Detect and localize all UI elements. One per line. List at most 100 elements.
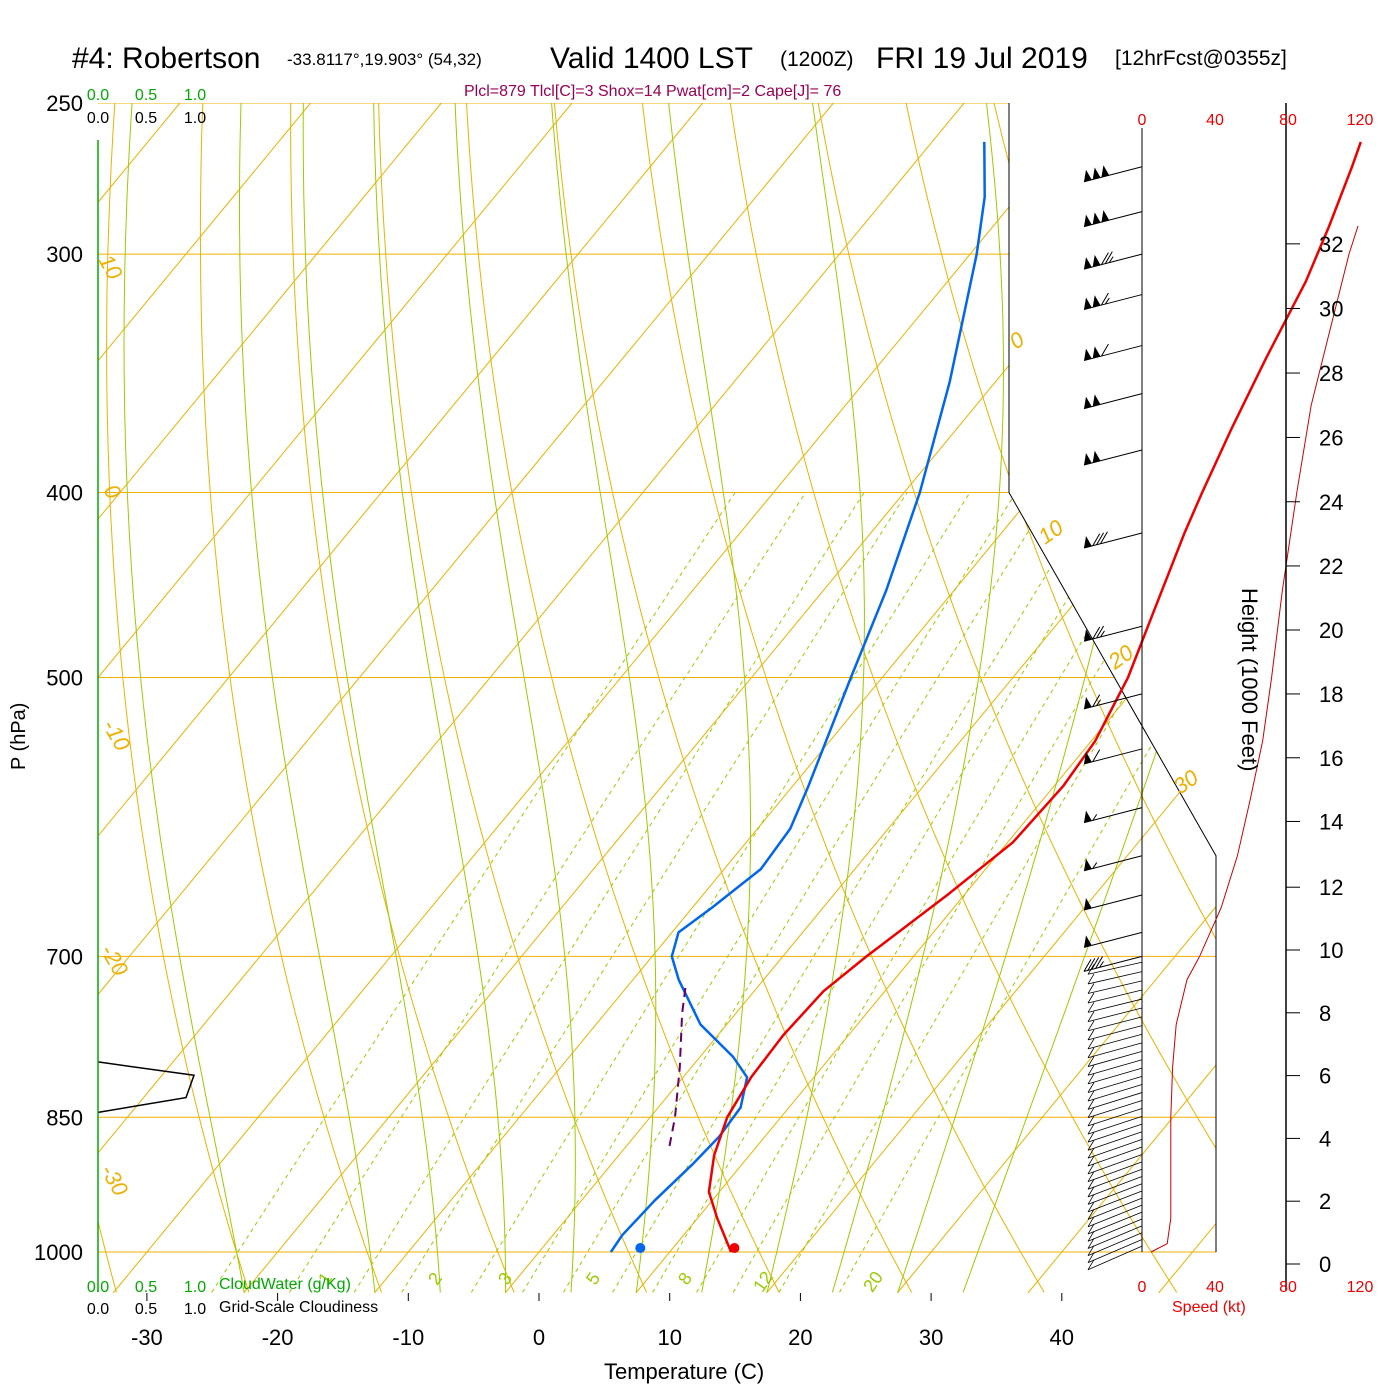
wind-barb-feather [1087,1171,1095,1182]
mixing-ratio-label: 2 [424,1269,446,1289]
moist-adiabat-line [962,571,1216,1293]
wind-barb [1083,931,1143,948]
wind-barb-feather [1087,1194,1095,1205]
cloudwater-tick-bottom: 1.0 [184,1279,206,1296]
wind-barb-flag [1084,696,1092,709]
cloudwater-tick-bottom: 0.0 [87,1279,109,1296]
cloudwater-tick-bottom: 0.5 [135,1279,157,1296]
dry-adiabat-label: -20 [96,940,134,981]
moist-adiabat-line [123,103,245,1293]
wind-barb-feather [1104,297,1110,305]
wind-barb-feather [1087,1231,1095,1242]
wind-barb-feather [1087,1238,1095,1249]
dry-adiabat-line [729,103,1178,1293]
wind-barb [1083,625,1143,642]
temp-tick-label: 40 [1050,1325,1074,1350]
wind-barb-feather [1087,964,1095,975]
dry-adiabat-line [905,103,1216,941]
pressure-tick-label: 700 [46,944,83,969]
panel-mask [1008,103,1217,1252]
wind-barb-feather [1087,992,1095,1004]
wind-barb-flag [1084,214,1092,227]
speed-tick-top: 80 [1279,112,1297,129]
height-tick-label: 30 [1319,297,1343,322]
speed-axis-title: Speed (kt) [1172,1299,1246,1316]
dry-adiabat-line [465,103,780,1293]
wind-barb-feather [1087,1245,1095,1256]
temp-tick-label: 30 [919,1325,943,1350]
dry-adiabat-label: 10 [94,250,128,284]
wind-barb-feather [1083,959,1092,972]
mixing-ratio-label: 8 [674,1269,696,1289]
temp-tick-label: 10 [657,1325,681,1350]
surface-temp-dot [729,1243,740,1253]
wind-barb-flag [1101,165,1110,178]
wind-barb [1087,980,1143,994]
wind-barb [1083,748,1143,765]
moist-adiabat-line [551,103,657,1293]
wind-barb-feather [1087,1155,1095,1167]
dry-adiabat-label: 0 [99,480,127,504]
wind-barb [1087,1075,1143,1093]
height-tick-label: 26 [1319,425,1343,450]
wind-barb-feather [1087,1186,1095,1198]
wind-barb [1083,532,1143,549]
temperature-line [707,141,1362,1253]
mixing-ratio-label: 12 [749,1268,777,1296]
wind-barb [1087,1059,1143,1076]
dry-adiabat-line [290,103,515,1293]
moist-adiabat-line [766,103,865,1293]
speed-tick-top: 0 [1138,112,1147,129]
y-axis-title: P (hPa) [8,702,30,770]
mixing-ratio-line [211,492,736,1293]
wind-barb [1087,1131,1143,1151]
wind-barb [1083,955,1143,972]
wind-barb-feather [1087,1223,1095,1235]
mixing-ratio-label: 5 [582,1269,604,1289]
pressure-tick-label: 850 [46,1105,83,1130]
moist-adiabat-line [454,103,576,1293]
wind-barb [1087,1190,1143,1213]
wind-barb-flag [1084,897,1092,910]
wind-barb [1083,855,1143,872]
wind-barb [1087,1146,1143,1167]
temp-tick-label: -20 [262,1325,294,1350]
speed-tick-top: 40 [1206,112,1224,129]
wind-barb-feather [1087,1209,1095,1220]
wind-barb-flag [1084,535,1092,548]
speed-tick-top: 120 [1347,112,1374,129]
temp-tick-label: -30 [131,1325,163,1350]
wind-barb [1083,807,1143,824]
wind-barb-feather [1092,694,1101,707]
wind-barb [1087,989,1143,1004]
wind-barb-feather [1087,1020,1095,1031]
cloudwater-tick-top: 0.0 [87,87,109,104]
wind-barb [1087,1033,1143,1050]
wind-barb-flag [1092,254,1101,267]
wind-barb [1087,1161,1143,1182]
wind-barb-feather [1087,1216,1095,1227]
height-tick-label: 14 [1319,809,1343,834]
speed-tick-bottom: 120 [1347,1279,1374,1296]
sounding-lines [97,141,1362,1271]
isotherm-line [504,430,1216,1293]
wind-barb-feather [1087,1123,1095,1135]
wind-barb-flag [1092,450,1101,463]
temp-tick-label: 0 [533,1325,545,1350]
wind-barb-feather [1087,1029,1095,1041]
wind-barb-flag [1084,297,1092,310]
axes [97,103,1300,1301]
cloudiness-tick-bottom: 1.0 [184,1301,206,1318]
wind-barb-feather [1087,1002,1095,1013]
wind-barb-feather [1087,958,1096,971]
wind-barb-feather [1104,251,1113,264]
speed-profile-line [1150,225,1359,1253]
wind-barb-feather [1100,292,1109,306]
dry-adiabat-line [641,103,1045,1293]
dry-adiabat-line [1334,69,1400,1292]
cloudwater-tick-top: 1.0 [184,87,206,104]
dry-adiabat-line [817,103,1216,1150]
station-title: #4: Robertson [72,42,261,75]
height-axis-title: Height (1000 Feet) [1237,588,1262,772]
wind-barb-flag [1092,346,1101,359]
